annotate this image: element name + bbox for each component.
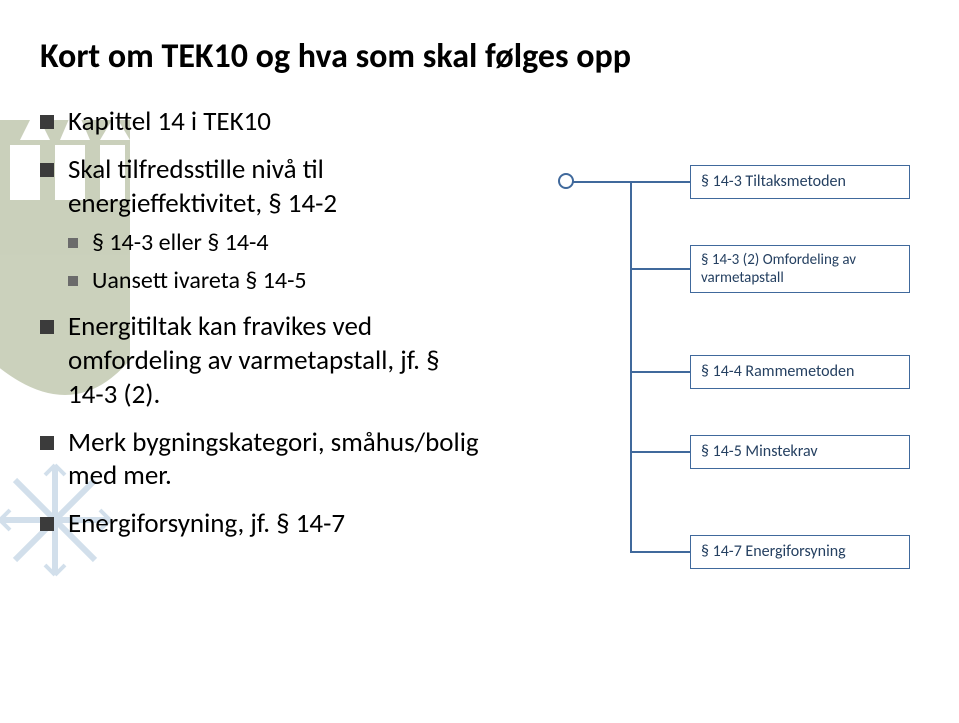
slide-content: Kort om TEK10 og hva som skal følges opp… <box>40 36 919 678</box>
page-title: Kort om TEK10 og hva som skal følges opp <box>40 36 919 77</box>
sub-bullet-text: § 14-3 eller § 14-4 <box>92 228 269 257</box>
bullet-text: Skal tilfredsstille nivå til energieffek… <box>68 153 337 220</box>
bullet-item: Skal tilfredsstille nivå til energieffek… <box>40 153 480 297</box>
diagram-box-label: § 14-5 Minstekrav <box>701 442 818 461</box>
diagram-box-label: § 14-3 Tiltaksmetoden <box>701 172 846 191</box>
columns: Kapittel 14 i TEK10 Skal tilfredsstille … <box>40 105 919 678</box>
bullet-item: Energiforsyning, jf. § 14-7 <box>40 507 480 541</box>
bullet-text: Merk bygningskategori, småhus/bolig med … <box>68 426 479 493</box>
bullet-text: Energitiltak kan fravikes ved omfordelin… <box>68 310 440 411</box>
sub-list: § 14-3 eller § 14-4 Uansett ivareta § 14… <box>68 228 480 296</box>
connector <box>630 371 690 373</box>
bullet-text: Kapittel 14 i TEK10 <box>68 105 271 138</box>
bullet-item: Kapittel 14 i TEK10 <box>40 105 480 139</box>
right-column: § 14-3 Tiltaksmetoden § 14-3 (2) Omforde… <box>500 105 919 678</box>
bullet-list: Kapittel 14 i TEK10 Skal tilfredsstille … <box>40 105 480 541</box>
connector-endpoint-icon <box>558 173 574 189</box>
connector <box>630 181 690 183</box>
diagram-box-label: § 14-4 Rammemetoden <box>701 362 854 381</box>
diagram-box: § 14-5 Minstekrav <box>690 435 910 469</box>
diagram-box: § 14-3 (2) Omfordeling av varmetapstall <box>690 245 910 293</box>
bullet-text: Energiforsyning, jf. § 14-7 <box>68 507 345 540</box>
diagram-box-label: § 14-7 Energiforsyning <box>701 542 846 561</box>
bullet-item: Energitiltak kan fravikes ved omfordelin… <box>40 310 480 411</box>
connector <box>630 181 632 553</box>
sub-bullet-item: § 14-3 eller § 14-4 <box>68 228 480 258</box>
connector <box>570 181 630 183</box>
diagram-box: § 14-7 Energiforsyning <box>690 535 910 569</box>
diagram: § 14-3 Tiltaksmetoden § 14-3 (2) Omforde… <box>500 105 919 678</box>
bullet-item: Merk bygningskategori, småhus/bolig med … <box>40 426 480 494</box>
connector <box>630 551 690 553</box>
left-column: Kapittel 14 i TEK10 Skal tilfredsstille … <box>40 105 480 678</box>
sub-bullet-item: Uansett ivareta § 14-5 <box>68 266 480 296</box>
diagram-box: § 14-3 Tiltaksmetoden <box>690 165 910 199</box>
connector <box>630 268 690 270</box>
connector <box>630 451 690 453</box>
diagram-box-label: § 14-3 (2) Omfordeling av varmetapstall <box>701 251 899 287</box>
sub-bullet-text: Uansett ivareta § 14-5 <box>92 266 307 295</box>
diagram-box: § 14-4 Rammemetoden <box>690 355 910 389</box>
